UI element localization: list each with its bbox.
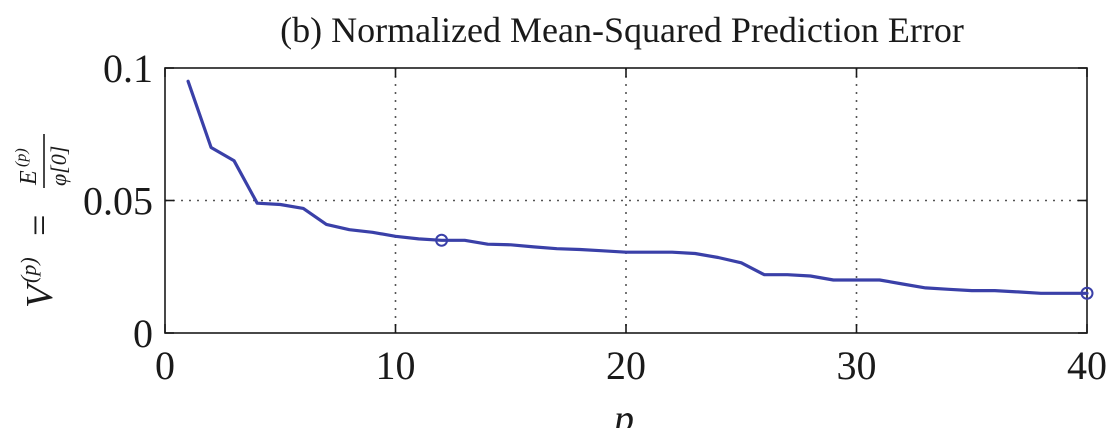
grid-lines — [165, 68, 1087, 333]
y-label-lhs: V — [19, 281, 61, 308]
x-tick-label: 30 — [837, 343, 877, 388]
chart-title: (b) Normalized Mean-Squared Prediction E… — [280, 10, 964, 50]
y-tick-label: 0 — [133, 311, 153, 356]
x-tick-label: 10 — [376, 343, 416, 388]
y-tick-label: 0.1 — [103, 46, 153, 91]
x-tick-label: 40 — [1067, 343, 1107, 388]
y-axis-label: V (p) = E (p) φ[0] — [13, 134, 71, 308]
y-label-numerator: E — [16, 170, 42, 186]
data-point-marker — [435, 233, 449, 247]
y-label-numerator-sup: (p) — [13, 148, 30, 167]
y-tick-labels: 0 0.05 0.1 — [83, 46, 153, 356]
x-tick-label: 0 — [155, 343, 175, 388]
series-markers — [435, 233, 1094, 300]
data-point-marker — [1080, 286, 1094, 300]
x-axis-label: p — [611, 396, 634, 428]
y-label-lhs-sup: (p) — [16, 257, 41, 283]
y-tick-label: 0.05 — [83, 179, 153, 224]
x-tick-labels: 0 10 20 30 40 — [155, 343, 1107, 388]
series-line — [186, 79, 1089, 295]
axis-ticks — [164, 67, 1088, 334]
y-label-equals: = — [19, 215, 61, 236]
y-label-denominator: φ[0] — [46, 146, 71, 186]
x-tick-label: 20 — [606, 343, 646, 388]
